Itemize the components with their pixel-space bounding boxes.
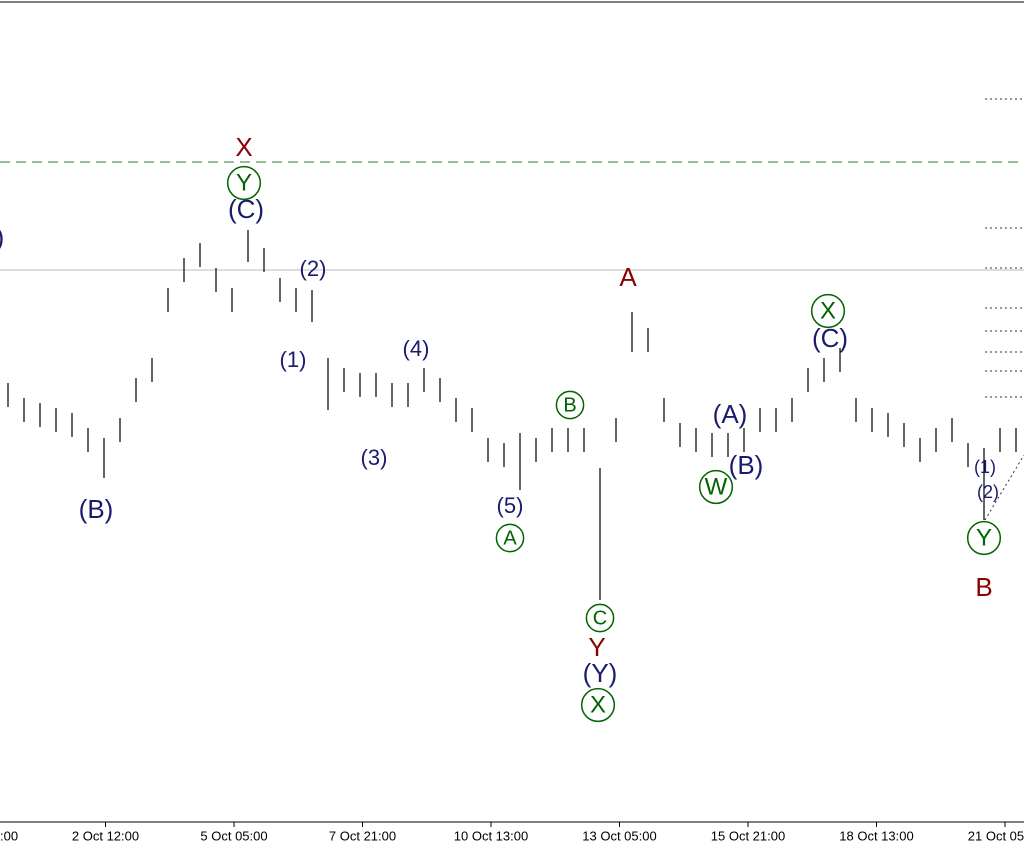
wave-label: X <box>820 297 836 324</box>
wave-label: (5) <box>497 493 524 518</box>
wave-label: (C) <box>812 323 848 353</box>
x-tick-label: 7 Oct 21:00 <box>329 828 396 843</box>
wave-label: Y <box>588 632 605 662</box>
wave-label: (1) <box>974 457 996 477</box>
target-levels <box>984 98 1024 521</box>
x-tick-label: 13 Oct 05:00 <box>582 828 656 843</box>
wave-label: Y <box>236 169 252 196</box>
wave-circle <box>495 523 525 553</box>
wave-label: A <box>619 262 637 292</box>
wave-label: (4) <box>403 336 430 361</box>
wave-label: (B) <box>729 450 764 480</box>
wave-label: W <box>705 473 728 500</box>
wave-circle <box>580 687 616 723</box>
wave-label: X <box>235 132 252 162</box>
x-tick-label: 21 Oct 05:00 <box>968 828 1024 843</box>
wave-circle <box>555 390 585 420</box>
wave-label: (Y) <box>583 658 618 688</box>
wave-label: X <box>590 691 606 718</box>
wave-circle <box>585 603 615 633</box>
wave-label: A <box>503 527 517 549</box>
wave-circle <box>966 520 1002 556</box>
wave-label: (2) <box>977 482 999 502</box>
wave-circle <box>810 293 846 329</box>
wave-label: ) <box>0 222 4 252</box>
wave-label: (C) <box>228 194 264 224</box>
wave-circle <box>226 165 262 201</box>
wave-label: B <box>975 572 992 602</box>
wave-label: (2) <box>300 256 327 281</box>
x-tick-label: :00 <box>0 828 18 843</box>
x-tick-label: 2 Oct 12:00 <box>72 828 139 843</box>
wave-label: Y <box>976 524 992 551</box>
x-tick-label: 18 Oct 13:00 <box>839 828 913 843</box>
wave-label: C <box>593 607 607 629</box>
wave-label: (3) <box>361 445 388 470</box>
wave-label: (A) <box>713 399 748 429</box>
wave-circle <box>698 469 734 505</box>
x-tick-label: 10 Oct 13:00 <box>454 828 528 843</box>
wave-label: B <box>563 394 576 416</box>
wave-label: (1) <box>280 347 307 372</box>
x-tick-label: 5 Oct 05:00 <box>200 828 267 843</box>
wave-label: (B) <box>79 494 114 524</box>
x-tick-label: 15 Oct 21:00 <box>711 828 785 843</box>
